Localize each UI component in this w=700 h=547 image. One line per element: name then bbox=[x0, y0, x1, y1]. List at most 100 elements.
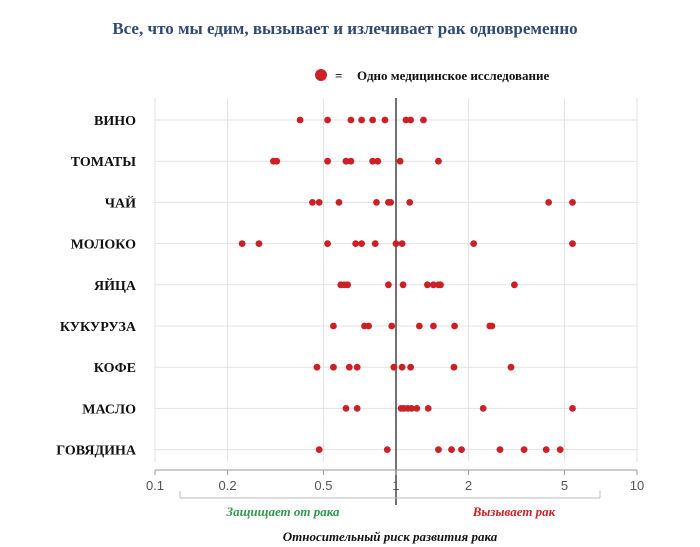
data-point bbox=[496, 446, 504, 453]
legend-label: Одно медицинское исследование bbox=[357, 68, 550, 83]
x-tick-label: 0.2 bbox=[219, 478, 237, 493]
data-point bbox=[309, 199, 316, 206]
data-point bbox=[488, 322, 496, 330]
data-point bbox=[398, 363, 406, 371]
category-label: МОЛОКО bbox=[71, 238, 137, 253]
data-point bbox=[324, 116, 331, 124]
data-point bbox=[385, 281, 392, 289]
chart-title: Все, что мы едим, вызывает и излечивает … bbox=[112, 19, 577, 38]
data-point bbox=[345, 363, 353, 371]
data-point bbox=[437, 281, 444, 289]
data-point bbox=[451, 322, 458, 330]
data-point bbox=[342, 405, 350, 412]
x-tick-label: 1 bbox=[392, 478, 399, 493]
data-point bbox=[347, 157, 355, 165]
data-point bbox=[569, 405, 576, 412]
category-label: МАСЛО bbox=[82, 402, 136, 417]
x-tick-label: 10 bbox=[630, 478, 644, 493]
category-label: ТОМАТЫ bbox=[71, 155, 136, 170]
data-point bbox=[374, 157, 382, 165]
data-point bbox=[392, 240, 400, 248]
data-point bbox=[569, 240, 576, 248]
protects-label: Защищает от рака bbox=[225, 504, 340, 519]
data-point bbox=[353, 363, 361, 371]
data-point bbox=[407, 116, 415, 124]
category-label: КОФЕ bbox=[94, 361, 136, 376]
category-label: КУКУРУЗА bbox=[60, 320, 137, 335]
data-point bbox=[373, 199, 380, 206]
data-point bbox=[424, 281, 431, 289]
data-point bbox=[448, 446, 455, 453]
x-tick-label: 0.1 bbox=[146, 478, 164, 493]
data-point bbox=[369, 157, 377, 165]
data-point bbox=[387, 199, 395, 206]
data-point bbox=[353, 405, 361, 412]
data-point bbox=[413, 405, 421, 412]
data-point bbox=[330, 363, 337, 371]
data-points bbox=[238, 116, 576, 453]
data-point bbox=[507, 363, 515, 371]
data-point bbox=[542, 446, 550, 453]
category-label: ВИНО bbox=[94, 114, 136, 129]
data-point bbox=[383, 446, 391, 453]
data-point bbox=[330, 322, 337, 330]
x-axis-label: Относительный риск развития рака bbox=[283, 529, 498, 544]
causes-label: Вызывает рак bbox=[472, 504, 556, 519]
category-labels: ВИНО ТОМАТЫ ЧАЙ МОЛОКО ЯЙЦА КУКУРУЗА КОФЕ МАСЛО… bbox=[56, 114, 137, 459]
data-point bbox=[520, 446, 528, 453]
data-point bbox=[315, 199, 323, 206]
data-point bbox=[388, 322, 396, 330]
data-point bbox=[324, 240, 331, 248]
x-tick-label: 5 bbox=[561, 478, 568, 493]
data-point bbox=[435, 157, 442, 165]
data-point bbox=[352, 240, 360, 248]
data-point bbox=[369, 116, 377, 124]
data-point bbox=[335, 199, 343, 206]
data-point bbox=[424, 405, 432, 412]
data-point bbox=[430, 281, 437, 289]
data-point bbox=[296, 116, 304, 124]
data-point bbox=[399, 281, 407, 289]
data-point bbox=[398, 240, 406, 248]
data-point bbox=[545, 199, 553, 206]
data-point bbox=[420, 116, 427, 124]
data-point bbox=[365, 322, 373, 330]
data-point bbox=[479, 405, 487, 412]
data-point bbox=[315, 446, 323, 453]
data-point bbox=[450, 363, 458, 371]
data-point bbox=[344, 281, 352, 289]
data-point bbox=[569, 199, 576, 206]
category-label: ЯЙЦА bbox=[94, 277, 137, 294]
legend-equals: = bbox=[335, 68, 342, 83]
data-point bbox=[347, 116, 355, 124]
category-label: ГОВЯДИНА bbox=[56, 444, 137, 459]
data-point bbox=[408, 405, 415, 412]
data-point bbox=[324, 157, 331, 165]
red-dot-icon bbox=[315, 69, 327, 81]
data-point bbox=[381, 116, 389, 124]
x-axis: 0.1 0.2 0.5 1 2 5 10 bbox=[146, 469, 644, 499]
data-point bbox=[342, 157, 350, 165]
data-point bbox=[255, 240, 263, 248]
data-point bbox=[358, 116, 366, 124]
data-point bbox=[458, 446, 465, 453]
data-point bbox=[358, 240, 366, 248]
data-point bbox=[273, 157, 281, 165]
x-tick-label: 0.5 bbox=[314, 478, 332, 493]
x-tick-label: 2 bbox=[465, 478, 472, 493]
data-point bbox=[556, 446, 564, 453]
data-point bbox=[390, 363, 398, 371]
category-label: ЧАЙ bbox=[105, 194, 136, 211]
data-point bbox=[435, 446, 442, 453]
data-point bbox=[396, 157, 404, 165]
data-point bbox=[415, 322, 423, 330]
data-point bbox=[470, 240, 478, 248]
data-point bbox=[511, 281, 518, 289]
data-point bbox=[371, 240, 379, 248]
data-point bbox=[430, 322, 437, 330]
data-point bbox=[402, 116, 410, 124]
legend: = Одно медицинское исследование bbox=[315, 68, 550, 83]
data-point bbox=[407, 363, 415, 371]
data-point bbox=[313, 363, 321, 371]
